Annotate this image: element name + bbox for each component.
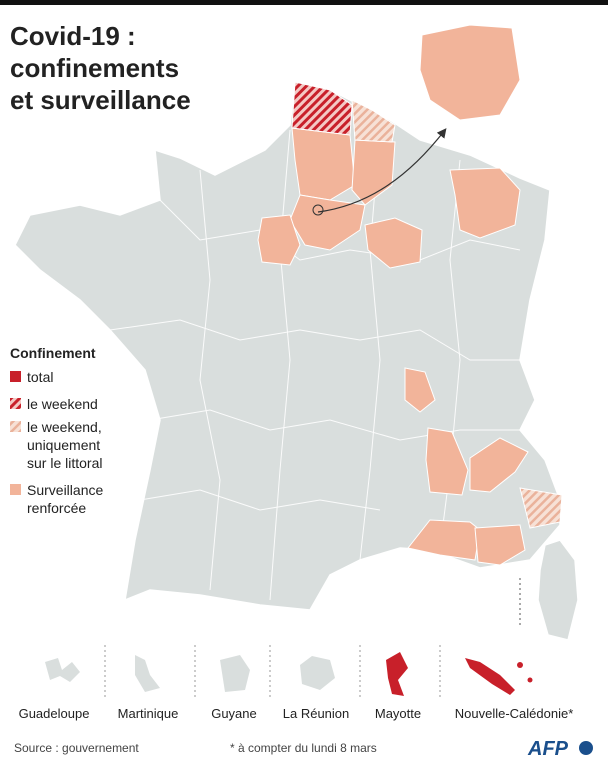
legend: Confinement total le weekend le weekend,… (10, 345, 103, 516)
logo: AFP (527, 738, 569, 760)
legend-swatch (10, 371, 21, 382)
legend-swatch (10, 484, 21, 495)
legend-label: sur le littoral (27, 455, 102, 471)
top-bar (0, 0, 608, 5)
legend-swatch (10, 398, 21, 409)
logo-dot (579, 741, 593, 755)
title-line: confinements (10, 53, 179, 83)
territory-label: Nouvelle-Calédonie* (455, 706, 574, 721)
territory-label: Guadeloupe (19, 706, 90, 721)
territory-label: Guyane (211, 706, 257, 721)
legend-label: total (27, 369, 53, 385)
footnote: * à compter du lundi 8 mars (230, 741, 377, 755)
legend-label: le weekend, (27, 419, 102, 435)
title: Covid-19 : confinements et surveillance (10, 21, 191, 115)
legend-label: le weekend (27, 396, 98, 412)
map-france (14, 24, 579, 641)
overseas: Guadeloupe Martinique Guyane La Réunion … (19, 645, 574, 721)
title-line: Covid-19 : (10, 21, 136, 51)
legend-label: Surveillance (27, 482, 103, 498)
legend-title: Confinement (10, 345, 96, 361)
title-line: et surveillance (10, 85, 191, 115)
legend-label: uniquement (27, 437, 100, 453)
territory-label: Martinique (118, 706, 179, 721)
footer: Source : gouvernement * à compter du lun… (14, 738, 593, 760)
source: Source : gouvernement (14, 741, 139, 755)
legend-label: renforcée (27, 500, 86, 516)
territory-label: La Réunion (283, 706, 350, 721)
territory-label: Mayotte (375, 706, 421, 721)
legend-swatch (10, 421, 21, 432)
